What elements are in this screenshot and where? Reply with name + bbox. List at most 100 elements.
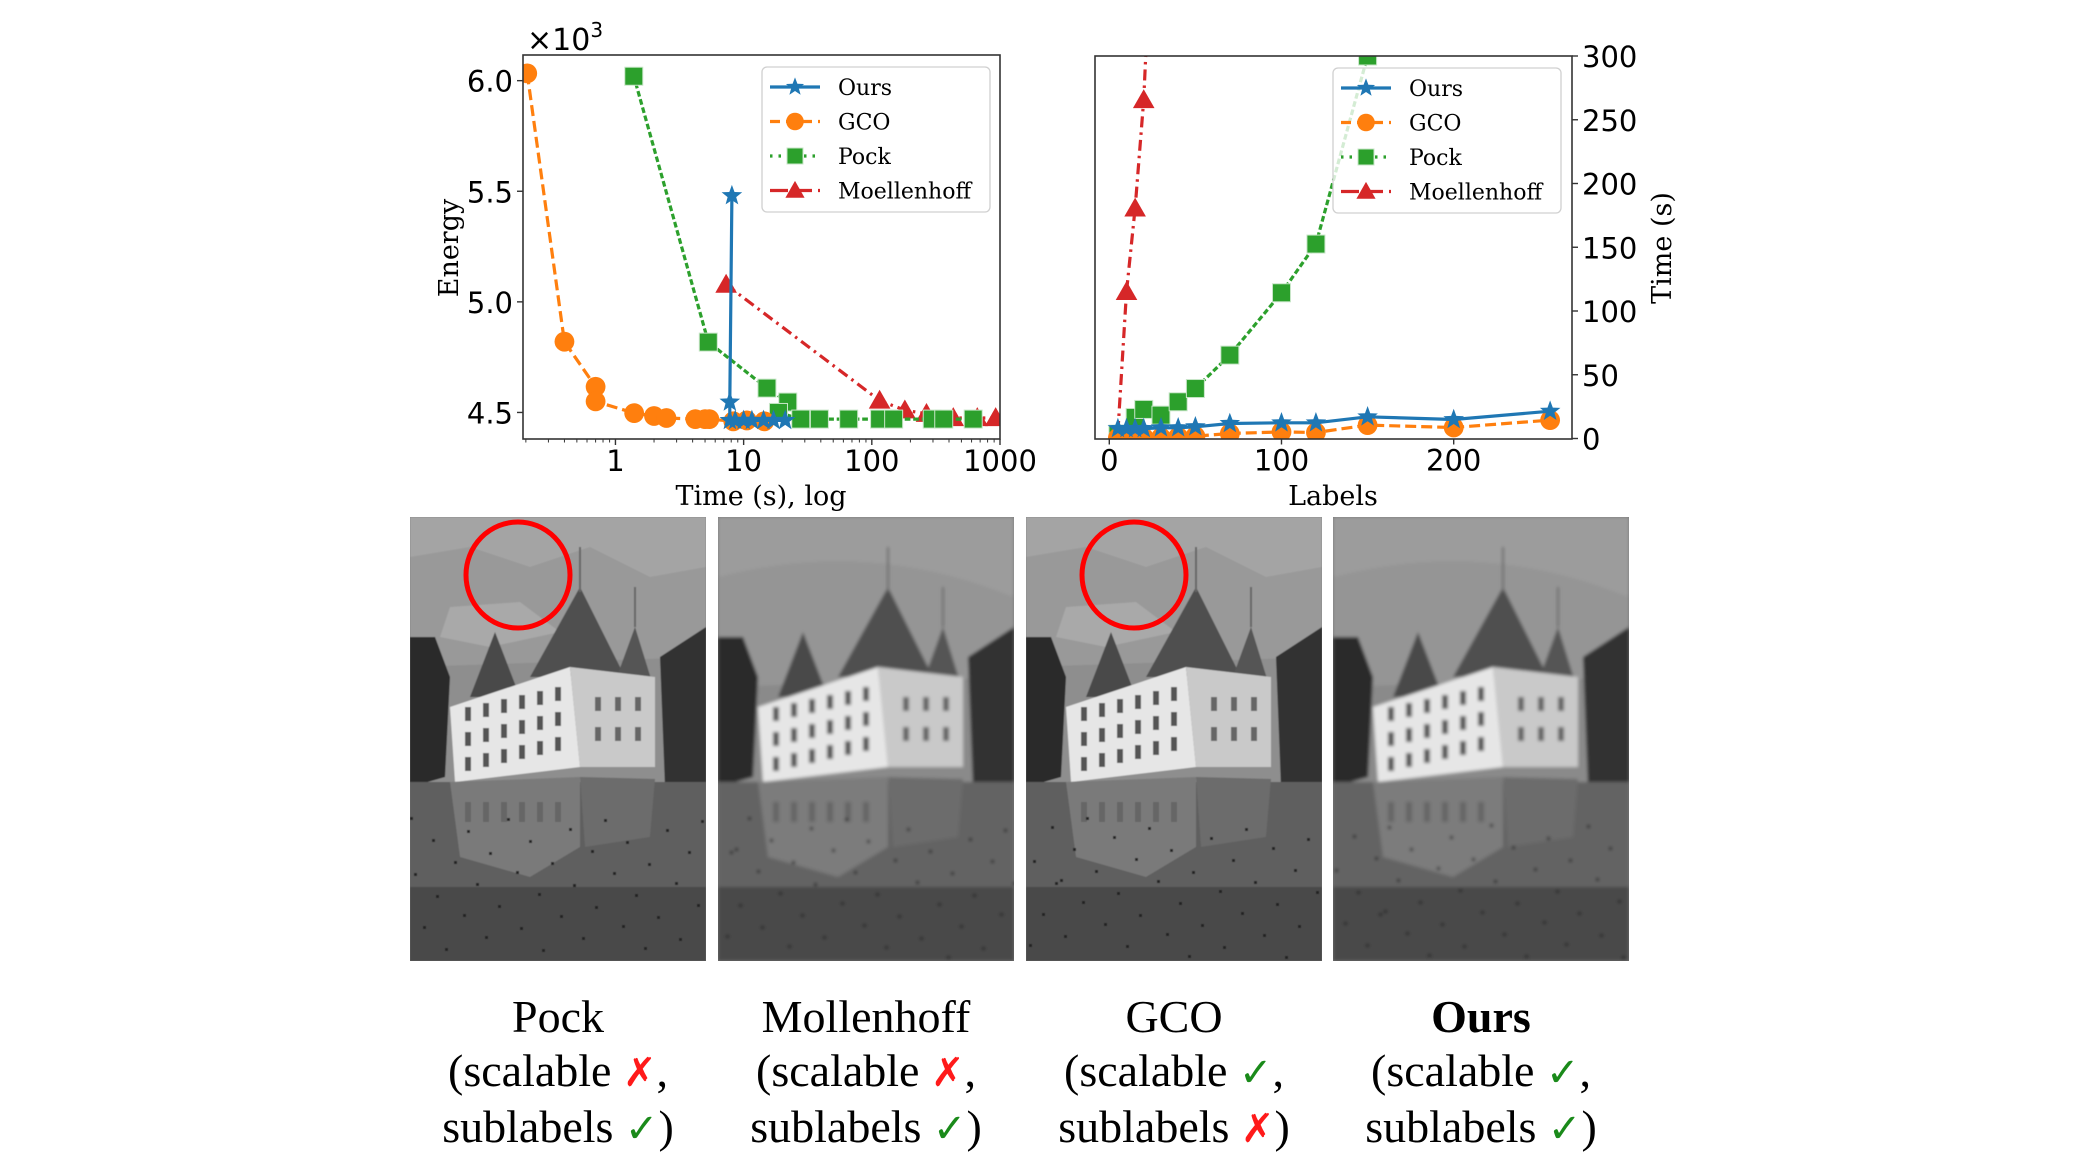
- data-point: [1116, 417, 1137, 438]
- highlight-circle: [463, 519, 573, 631]
- y-tick-label: 100: [1582, 295, 1637, 329]
- legend-marker: [1356, 78, 1376, 96]
- y-tick-label: 0: [1582, 423, 1600, 457]
- castle-photo: [410, 517, 706, 961]
- data-point: [624, 403, 645, 424]
- check-icon: ✓: [624, 1106, 659, 1152]
- y-axis-label: Energy: [434, 198, 465, 297]
- caption-sublabels: sublabels ✓): [750, 1101, 982, 1152]
- x-axis-ticks: 1 10 100 1000: [525, 439, 1037, 478]
- series-moellenhoff: [715, 273, 1000, 427]
- legend-marker: [1356, 181, 1376, 199]
- data-point: [1151, 427, 1171, 439]
- y-tick-label: 5.5: [467, 175, 513, 209]
- charts-area: 1 10 100 1000 4.55.05.56.0 ×103 Energy Time…: [434, 18, 1678, 512]
- data-point: [523, 63, 538, 84]
- x-tick-label: 1000: [963, 444, 1037, 478]
- data-point: [719, 391, 741, 411]
- legend-marker: [785, 180, 805, 198]
- legend-item-ours: Ours: [770, 76, 892, 101]
- data-point: [1115, 281, 1138, 300]
- data-point: [757, 378, 777, 398]
- caption-gco: GCO (scalable ✓, sublabels ✗): [1004, 990, 1344, 1156]
- legend-label: Moellenhoff: [838, 180, 972, 205]
- legend: Ours GCO Pock Moellenhoff: [1332, 67, 1562, 214]
- caption-scalable: (scalable ✓,: [1064, 1045, 1284, 1096]
- data-point: [699, 409, 720, 429]
- data-point: [1219, 412, 1241, 433]
- castle-photo: [718, 517, 1014, 961]
- data-point: [721, 184, 743, 205]
- data-point: [1357, 406, 1378, 426]
- legend-marker: [1357, 148, 1375, 166]
- check-icon: ✓: [1238, 1050, 1273, 1096]
- y-tick-label: 250: [1582, 104, 1637, 138]
- data-point: [1271, 283, 1291, 303]
- y-tick-label: 5.0: [467, 286, 513, 320]
- data-point: [1443, 408, 1464, 429]
- castle-photo: [1026, 517, 1322, 961]
- x-axis-ticks: 0 100 200: [1100, 438, 1481, 478]
- y-tick-label: 300: [1582, 40, 1637, 74]
- x-tick-label: 100: [1254, 444, 1309, 478]
- legend-label: Ours: [838, 76, 892, 101]
- data-point: [1185, 426, 1206, 439]
- data-point: [1185, 379, 1205, 399]
- legend-label: Moellenhoff: [1409, 181, 1543, 206]
- castle-photo: [1333, 517, 1629, 961]
- y-axis-ticks: 0 50 100 150 200 250 300: [1572, 40, 1637, 457]
- caption-method: Pock: [512, 991, 604, 1042]
- data-point: [1185, 416, 1206, 436]
- data-point: [1271, 421, 1292, 439]
- data-point: [725, 409, 746, 430]
- caption-method: Ours: [1431, 991, 1531, 1042]
- check-icon: ✓: [1545, 1050, 1580, 1096]
- data-point: [1306, 234, 1326, 254]
- plot-area: [523, 63, 1000, 432]
- check-icon: ✓: [1547, 1106, 1582, 1152]
- y-multiplier-exponent: 3: [590, 18, 603, 42]
- y-multiplier-label: ×103: [527, 18, 603, 58]
- data-point: [585, 391, 606, 412]
- x-tick-label: 0: [1100, 444, 1118, 478]
- data-point: [839, 409, 859, 429]
- legend: Ours GCO Pock Moellenhoff: [761, 66, 991, 213]
- cross-icon: ✗: [1240, 1106, 1275, 1152]
- data-point: [1133, 417, 1154, 438]
- legend-marker: [786, 147, 804, 165]
- x-axis-label: Labels: [1288, 481, 1378, 512]
- data-point: [868, 389, 891, 409]
- legend-marker: [785, 77, 805, 95]
- data-point: [1305, 412, 1327, 432]
- data-point: [1134, 399, 1154, 419]
- legend-label: Pock: [1409, 146, 1462, 171]
- series-ours: [719, 184, 796, 430]
- legend-item-gco: GCO: [770, 111, 890, 136]
- caption-mollenhoff: Mollenhoff (scalable ✗, sublabels ✓): [696, 990, 1036, 1156]
- data-point: [753, 409, 774, 430]
- series-line: [725, 283, 996, 420]
- data-point: [1539, 400, 1561, 420]
- cross-icon: ✗: [930, 1050, 965, 1096]
- data-point: [698, 332, 718, 352]
- highlight-circle: [1079, 519, 1189, 631]
- data-point: [791, 409, 811, 429]
- result-image-mollenhoff: [718, 517, 1014, 961]
- caption-method: GCO: [1125, 991, 1223, 1042]
- data-point: [1167, 417, 1189, 437]
- series-pock: [1108, 56, 1378, 439]
- legend-item-moellenhoff: Moellenhoff: [770, 180, 972, 205]
- legend-item-pock: Pock: [770, 145, 891, 170]
- y-tick-label: 4.5: [467, 396, 513, 430]
- result-image-ours: [1333, 517, 1629, 961]
- caption-scalable: (scalable ✗,: [448, 1045, 668, 1096]
- legend-item-moellenhoff: Moellenhoff: [1341, 181, 1543, 206]
- data-point: [1150, 417, 1172, 437]
- x-axis-label: Time (s), log: [675, 481, 846, 512]
- x-tick-label: 1: [606, 444, 624, 478]
- caption-pock: Pock (scalable ✗, sublabels ✓): [388, 990, 728, 1156]
- x-tick-label: 100: [844, 444, 899, 478]
- data-point: [984, 407, 1000, 427]
- y-tick-label: 200: [1582, 168, 1637, 202]
- data-point: [1443, 417, 1464, 438]
